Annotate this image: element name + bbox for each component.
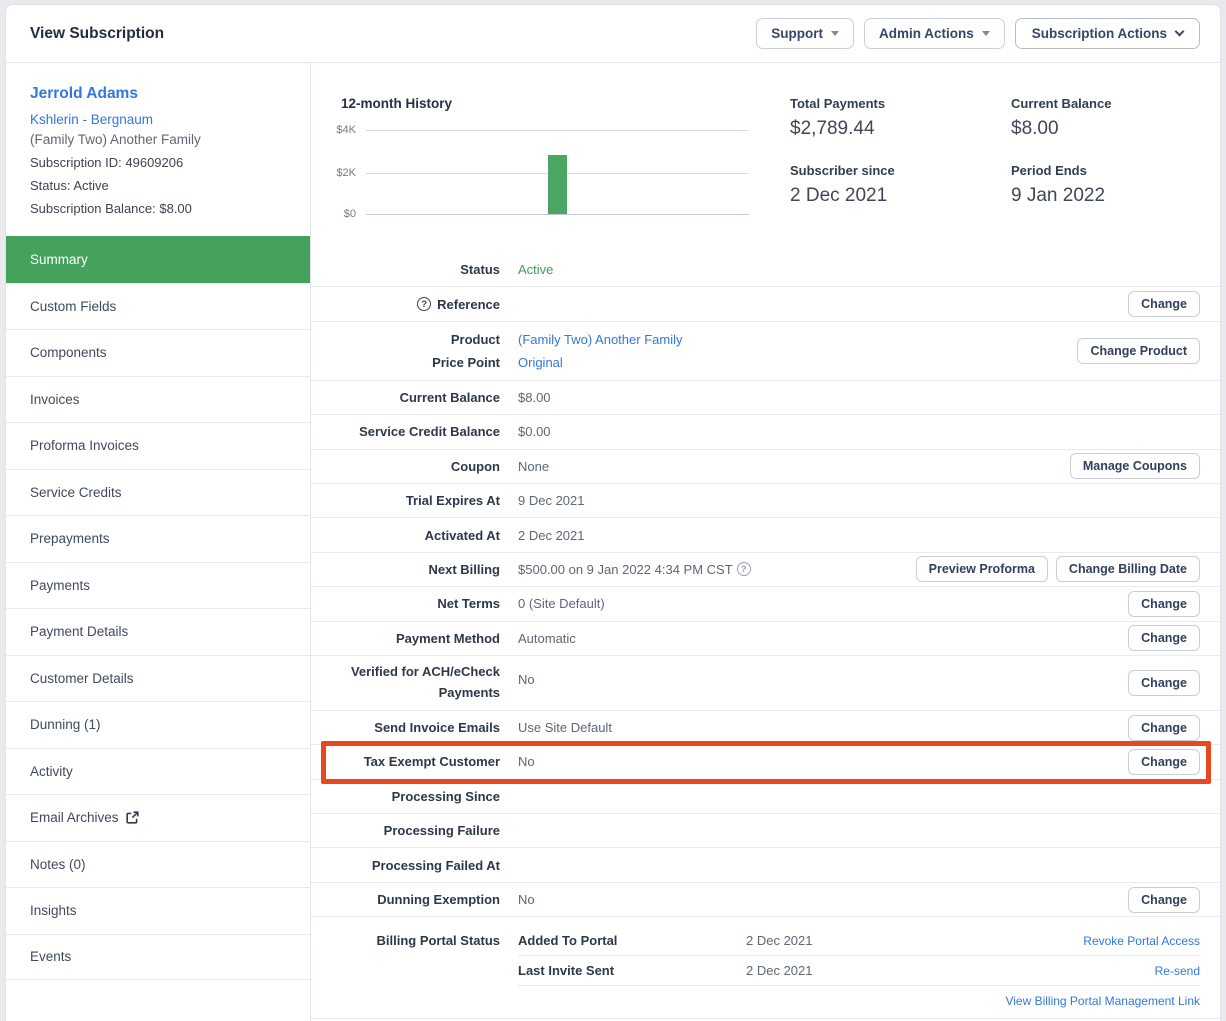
- subscription-actions-menu-button[interactable]: Subscription Actions: [1014, 18, 1200, 49]
- y-tick: $0: [343, 208, 356, 220]
- external-link-icon: [125, 811, 139, 824]
- view-billing-portal-management-link[interactable]: View Billing Portal Management Link: [1005, 994, 1200, 1009]
- subscription-card: View Subscription Support Admin Actions …: [5, 4, 1221, 1021]
- row-status: Status Active: [311, 253, 1220, 288]
- resend-invite-link[interactable]: Re-send: [1154, 963, 1200, 978]
- main-content: 12-month History $4K $2K $0 Total Paymen…: [311, 63, 1220, 1021]
- admin-actions-menu-label: Admin Actions: [878, 26, 974, 41]
- revoke-portal-access-link[interactable]: Revoke Portal Access: [1083, 933, 1200, 948]
- support-menu-button[interactable]: Support: [756, 18, 854, 49]
- sidebar-item-dunning-1[interactable]: Dunning (1): [6, 701, 310, 748]
- portal-row-added: Added To Portal 2 Dec 2021 Revoke Portal…: [518, 926, 1200, 957]
- sidebar: Jerrold Adams Kshlerin - Bergnaum (Famil…: [6, 63, 311, 1021]
- portal-row-last-invite: Last Invite Sent 2 Dec 2021 Re-send: [518, 956, 1200, 987]
- detail-table: Status Active ? Reference Change: [311, 253, 1220, 1020]
- sidebar-item-insights[interactable]: Insights: [6, 887, 310, 934]
- stat-total-payments: Total Payments $2,789.44: [790, 96, 886, 139]
- sidebar-item-email-archives[interactable]: Email Archives: [6, 794, 310, 841]
- help-icon: ?: [417, 297, 432, 312]
- row-service-credit-balance: Service Credit Balance $0.00: [311, 415, 1220, 450]
- sidebar-item-activity[interactable]: Activity: [6, 747, 310, 794]
- sidebar-item-custom-fields[interactable]: Custom Fields: [6, 282, 310, 329]
- y-tick: $4K: [336, 124, 356, 136]
- row-coupon: Coupon None Manage Coupons: [311, 450, 1220, 484]
- subscription-balance: Subscription Balance: $8.00: [30, 201, 192, 216]
- portal-footer: View Billing Portal Management Link: [518, 986, 1200, 1016]
- y-tick: $2K: [336, 167, 356, 179]
- chevron-down-icon: [830, 31, 839, 36]
- sidebar-nav: Summary Custom Fields Components Invoices Pr…: [6, 236, 310, 980]
- status-value: Active: [518, 262, 554, 278]
- row-processing-since: Processing Since: [311, 780, 1220, 815]
- chart-title: 12-month History: [341, 96, 453, 111]
- row-send-invoice-emails: Send Invoice Emails Use Site Default Cha…: [311, 711, 1220, 746]
- gridline: [366, 214, 749, 215]
- sidebar-item-payment-details[interactable]: Payment Details: [6, 608, 310, 655]
- overview-section: 12-month History $4K $2K $0 Total Paymen…: [311, 63, 1220, 253]
- chevron-down-icon: [981, 31, 990, 36]
- gridline: [366, 130, 749, 131]
- sidebar-item-customer-details[interactable]: Customer Details: [6, 654, 310, 701]
- row-verified-ach: Verified for ACH/eCheck Payments No Chan…: [311, 656, 1220, 711]
- change-verified-ach-button[interactable]: Change: [1128, 669, 1200, 696]
- change-reference-button[interactable]: Change: [1128, 291, 1200, 318]
- row-billing-portal-status: Billing Portal Status Added To Portal 2 …: [311, 917, 1220, 1020]
- change-product-button[interactable]: Change Product: [1077, 337, 1200, 364]
- row-activated-at: Activated At 2 Dec 2021: [311, 518, 1220, 553]
- customer-name-link[interactable]: Jerrold Adams: [30, 85, 138, 102]
- row-reference: ? Reference Change: [311, 287, 1220, 322]
- row-processing-failed-at: Processing Failed At: [311, 848, 1220, 883]
- seller-link[interactable]: Kshlerin - Bergnaum: [30, 112, 154, 127]
- stat-period-ends: Period Ends 9 Jan 2022: [1011, 163, 1106, 206]
- manage-coupons-button[interactable]: Manage Coupons: [1069, 453, 1200, 480]
- stat-subscriber-since: Subscriber since 2 Dec 2021: [790, 163, 895, 206]
- subscription-actions-menu-label: Subscription Actions: [1031, 26, 1167, 41]
- change-tax-exempt-button[interactable]: Change: [1128, 748, 1200, 775]
- row-trial-expires-at: Trial Expires At 9 Dec 2021: [311, 484, 1220, 519]
- change-billing-date-button[interactable]: Change Billing Date: [1055, 556, 1200, 583]
- sidebar-item-invoices[interactable]: Invoices: [6, 375, 310, 422]
- row-payment-method: Payment Method Automatic Change: [311, 622, 1220, 656]
- help-icon: ?: [736, 562, 751, 577]
- stat-current-balance: Current Balance $8.00: [1011, 96, 1112, 139]
- change-payment-method-button[interactable]: Change: [1128, 625, 1200, 652]
- change-send-invoice-emails-button[interactable]: Change: [1128, 714, 1200, 741]
- product-link[interactable]: (Family Two) Another Family: [518, 331, 683, 347]
- sidebar-item-events[interactable]: Events: [6, 933, 310, 980]
- billing-portal-table: Added To Portal 2 Dec 2021 Revoke Portal…: [518, 926, 1200, 1016]
- sidebar-item-proforma-invoices[interactable]: Proforma Invoices: [6, 422, 310, 469]
- sidebar-item-summary[interactable]: Summary: [6, 236, 310, 283]
- sidebar-item-service-credits[interactable]: Service Credits: [6, 468, 310, 515]
- row-tax-exempt-customer: Tax Exempt Customer No Change: [311, 741, 1220, 784]
- row-next-billing: Next Billing $500.00 on 9 Jan 2022 4:34 …: [311, 553, 1220, 588]
- change-net-terms-button[interactable]: Change: [1128, 590, 1200, 617]
- chevron-down-icon: [1174, 26, 1185, 37]
- subscription-id: Subscription ID: 49609206: [30, 155, 184, 170]
- change-dunning-exemption-button[interactable]: Change: [1128, 886, 1200, 913]
- sidebar-item-notes-0[interactable]: Notes (0): [6, 840, 310, 887]
- product-line: (Family Two) Another Family: [30, 132, 201, 147]
- row-product: Product (Family Two) Another Family Pric…: [311, 322, 1220, 381]
- preview-proforma-button[interactable]: Preview Proforma: [915, 556, 1048, 583]
- support-menu-label: Support: [771, 26, 823, 41]
- row-processing-failure: Processing Failure: [311, 814, 1220, 849]
- price-point-link[interactable]: Original: [518, 354, 563, 370]
- history-bar: [548, 155, 567, 214]
- header-actions: Support Admin Actions Subscription Actio…: [756, 18, 1200, 49]
- admin-actions-menu-button[interactable]: Admin Actions: [863, 18, 1005, 49]
- sidebar-item-payments[interactable]: Payments: [6, 561, 310, 608]
- row-current-balance: Current Balance $8.00: [311, 381, 1220, 416]
- page-title: View Subscription: [30, 24, 165, 42]
- subscription-status: Status: Active: [30, 178, 109, 193]
- row-dunning-exemption: Dunning Exemption No Change: [311, 883, 1220, 918]
- row-net-terms: Net Terms 0 (Site Default) Change: [311, 587, 1220, 622]
- page-header: View Subscription Support Admin Actions …: [6, 5, 1220, 63]
- chart-plot: $4K $2K $0: [336, 124, 749, 220]
- customer-info: Jerrold Adams Kshlerin - Bergnaum (Famil…: [6, 63, 310, 236]
- sidebar-item-prepayments[interactable]: Prepayments: [6, 515, 310, 562]
- sidebar-item-components[interactable]: Components: [6, 329, 310, 376]
